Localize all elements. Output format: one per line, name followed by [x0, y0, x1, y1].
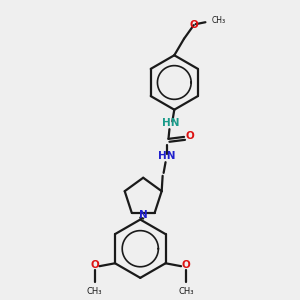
- Text: CH₃: CH₃: [178, 286, 194, 296]
- Text: CH₃: CH₃: [211, 16, 225, 25]
- Text: N: N: [139, 210, 148, 220]
- Text: O: O: [90, 260, 99, 270]
- Text: CH₃: CH₃: [87, 286, 102, 296]
- Text: HN: HN: [162, 118, 179, 128]
- Text: O: O: [185, 131, 194, 141]
- Text: HN: HN: [158, 152, 175, 161]
- Text: O: O: [189, 20, 198, 30]
- Text: O: O: [182, 260, 190, 270]
